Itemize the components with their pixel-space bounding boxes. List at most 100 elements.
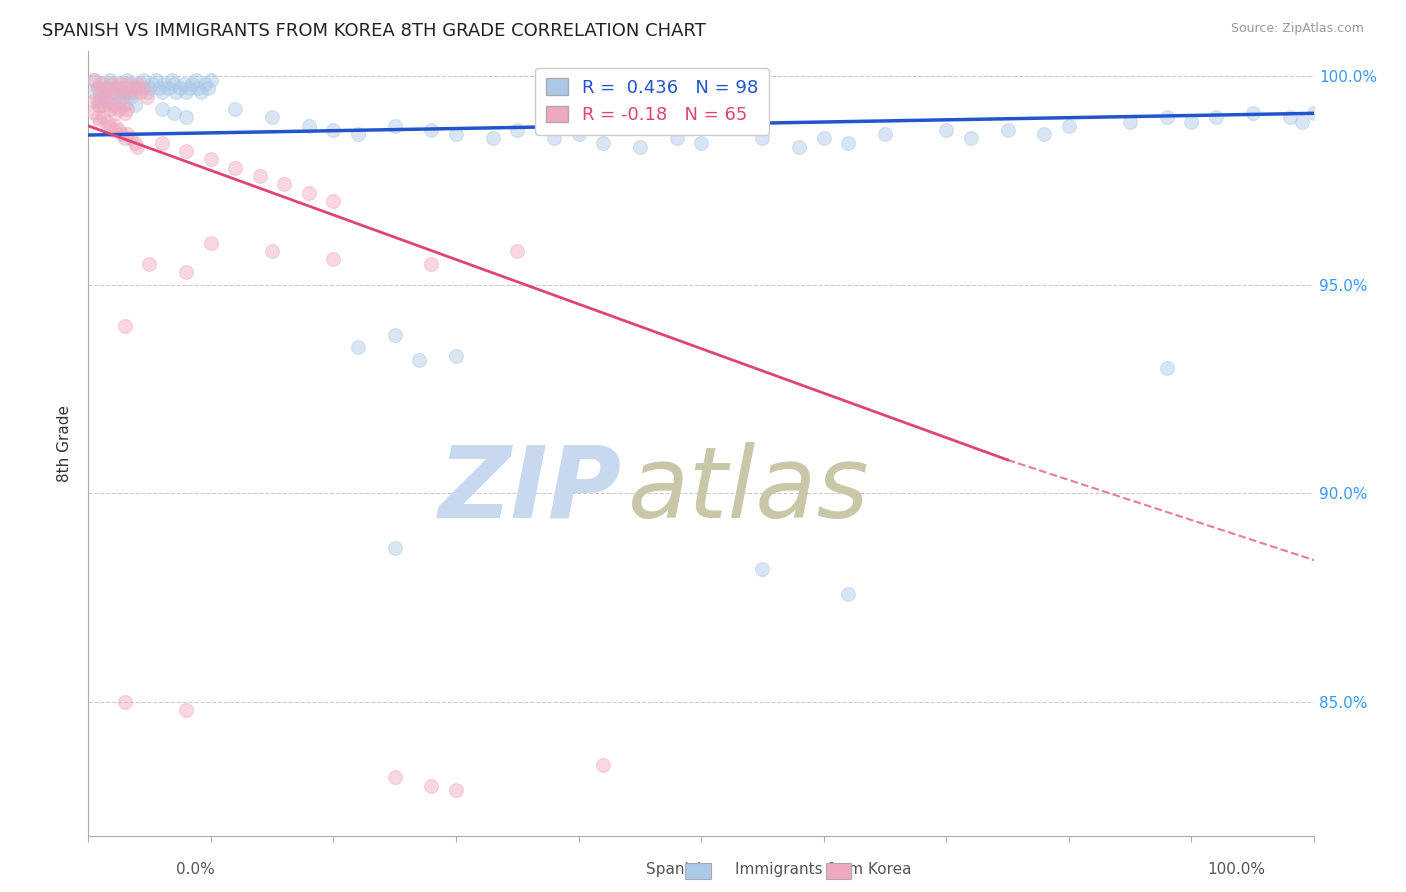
Point <box>101 123 124 137</box>
Text: 0.0%: 0.0% <box>176 863 215 877</box>
Text: Source: ZipAtlas.com: Source: ZipAtlas.com <box>1230 22 1364 36</box>
Point <box>837 136 859 150</box>
Point <box>1057 119 1080 133</box>
Point <box>120 89 142 103</box>
Point <box>1033 127 1056 141</box>
Point <box>1156 111 1178 125</box>
Point <box>384 119 406 133</box>
Point <box>174 86 197 100</box>
Point <box>1156 361 1178 376</box>
Point <box>249 169 271 183</box>
Point <box>83 73 105 87</box>
Point <box>124 86 146 100</box>
Point <box>111 98 134 112</box>
Point <box>83 73 105 87</box>
Point <box>117 86 139 100</box>
Point <box>543 131 565 145</box>
Point <box>87 94 110 108</box>
Point <box>163 106 186 120</box>
Point <box>224 102 246 116</box>
Point <box>91 86 114 100</box>
Point <box>91 98 114 112</box>
Point <box>107 81 129 95</box>
Point <box>89 86 111 100</box>
Point <box>98 119 121 133</box>
Legend: R =  0.436   N = 98, R = -0.18   N = 65: R = 0.436 N = 98, R = -0.18 N = 65 <box>536 68 769 135</box>
Point <box>96 81 118 95</box>
Point <box>96 94 118 108</box>
Point <box>481 131 503 145</box>
Text: Spanish: Spanish <box>647 863 706 877</box>
Point <box>1291 114 1313 128</box>
Point <box>150 86 173 100</box>
Point <box>89 94 111 108</box>
Point <box>114 131 136 145</box>
Point <box>114 81 136 95</box>
Point <box>117 102 139 116</box>
Point <box>1278 111 1301 125</box>
Point <box>111 127 134 141</box>
Point <box>163 77 186 91</box>
Point <box>87 81 110 95</box>
Point <box>173 77 195 91</box>
Point <box>190 86 212 100</box>
Text: Immigrants from Korea: Immigrants from Korea <box>734 863 911 877</box>
Point <box>959 131 981 145</box>
Y-axis label: 8th Grade: 8th Grade <box>58 405 72 482</box>
Point <box>384 327 406 342</box>
Point <box>200 153 222 167</box>
Point <box>124 136 146 150</box>
Point <box>690 136 713 150</box>
Point <box>89 98 111 112</box>
Point <box>384 541 406 555</box>
Point <box>101 86 124 100</box>
Point <box>408 352 430 367</box>
Point <box>104 119 127 133</box>
Point <box>111 77 134 91</box>
Point <box>83 94 105 108</box>
Point <box>665 131 688 145</box>
Point <box>1180 114 1202 128</box>
Point <box>592 136 614 150</box>
Point <box>120 86 142 100</box>
Point <box>104 98 127 112</box>
Point <box>91 77 114 91</box>
Point <box>96 81 118 95</box>
Point <box>628 139 651 153</box>
Point <box>114 319 136 334</box>
Point <box>181 77 204 91</box>
Point <box>873 127 896 141</box>
Point <box>98 73 121 87</box>
Point <box>567 127 589 141</box>
Point <box>138 81 160 95</box>
Point <box>935 123 957 137</box>
Point <box>148 81 170 95</box>
Point <box>127 77 149 91</box>
Point <box>273 178 295 192</box>
Point <box>150 102 173 116</box>
Point <box>132 73 155 87</box>
Point <box>124 98 146 112</box>
Point <box>89 77 111 91</box>
Point <box>174 111 197 125</box>
Point <box>117 77 139 91</box>
Point <box>136 89 159 103</box>
Point <box>111 89 134 103</box>
Point <box>128 86 150 100</box>
Point <box>444 127 467 141</box>
Point <box>117 73 139 87</box>
Point <box>813 131 835 145</box>
Point <box>177 81 200 95</box>
Point <box>787 139 810 153</box>
Point <box>96 114 118 128</box>
Point <box>420 123 443 137</box>
Point <box>751 561 773 575</box>
Point <box>174 704 197 718</box>
Point <box>322 123 344 137</box>
Point <box>169 81 191 95</box>
Point <box>87 98 110 112</box>
Point <box>1303 106 1326 120</box>
Point <box>128 77 150 91</box>
Point <box>87 81 110 95</box>
Point <box>837 586 859 600</box>
